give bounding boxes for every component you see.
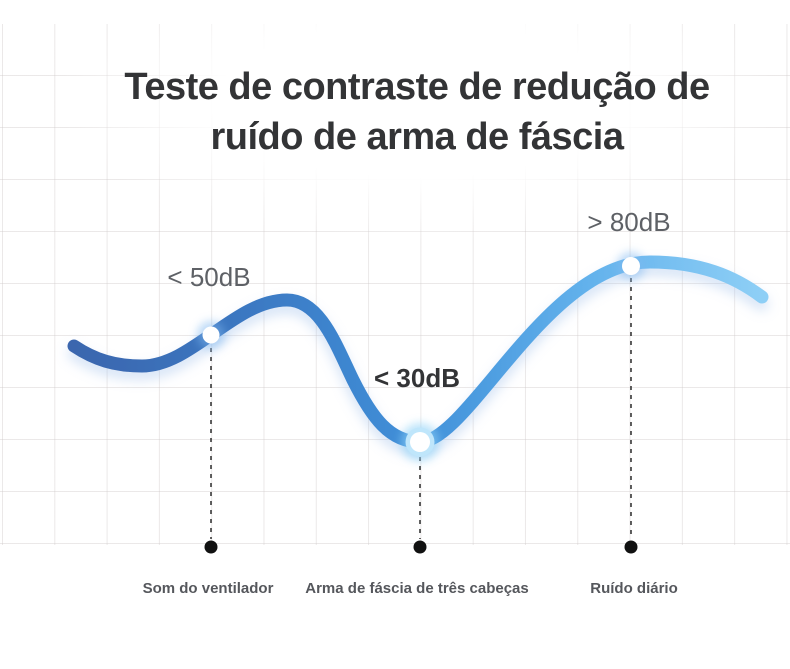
marker-gun: [410, 432, 430, 452]
page-title: Teste de contraste de redução de ruído d…: [124, 62, 710, 162]
x-label-gun: Arma de fáscia de três cabeças: [305, 580, 529, 597]
dot-gun: [413, 540, 427, 554]
marker-daily: [622, 257, 640, 275]
x-label-daily: Ruído diário: [590, 580, 678, 597]
noise-curve-line: [67, 255, 769, 449]
dot-daily: [624, 540, 638, 554]
page-title-line2: ruído de arma de fáscia: [210, 116, 625, 158]
page-title-line1: Teste de contraste de redução de: [124, 66, 710, 108]
annotation-daily-db: > 80dB: [587, 207, 671, 237]
grid-fade-overlay: [0, 0, 790, 260]
x-label-fan: Som do ventilador: [142, 580, 274, 597]
annotation-fan-db: < 50dB: [167, 262, 251, 292]
dot-fan: [204, 540, 218, 554]
marker-fan: [202, 326, 220, 344]
annotation-gun-db: < 30dB: [374, 363, 460, 393]
